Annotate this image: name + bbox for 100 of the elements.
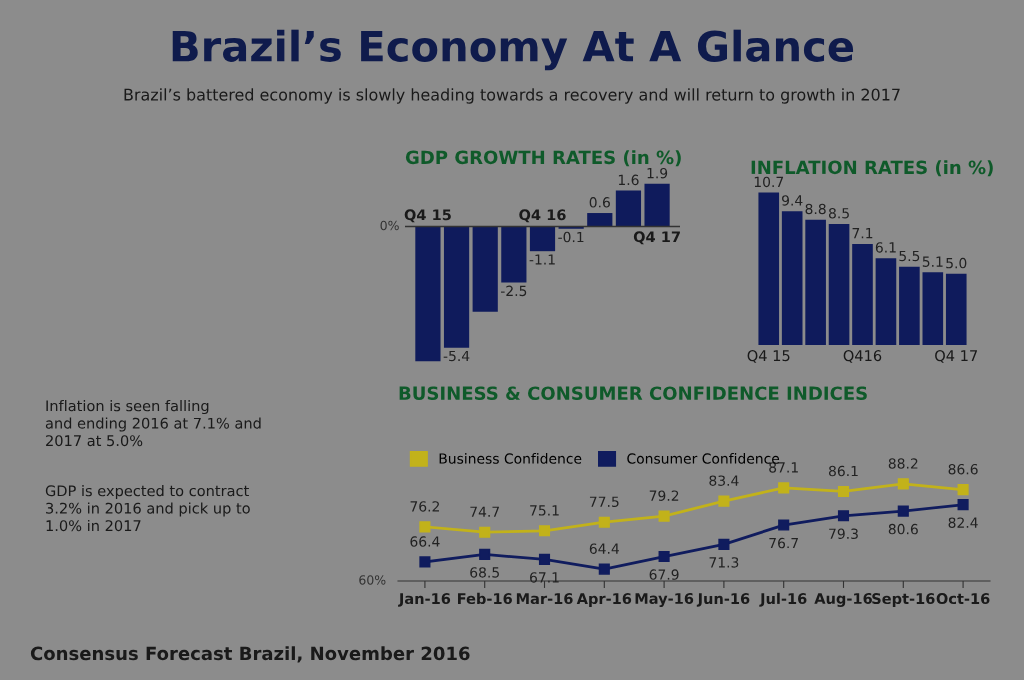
point: [538, 553, 551, 565]
data-label: 1.9: [647, 167, 668, 179]
data-label: 66.4: [410, 536, 440, 547]
x-tick-label: Q4 17: [935, 350, 977, 363]
data-label: 79.2: [649, 490, 679, 501]
x-tick-label: Sept-16: [872, 593, 935, 607]
data-label: 5.5: [899, 250, 920, 262]
data-label: 87.1: [769, 462, 798, 473]
data-label: 88.2: [888, 458, 918, 469]
bar: [852, 243, 873, 345]
legend-label: Business Confidence: [439, 453, 582, 464]
text: Brazil’s Economy At A Glance: [172, 29, 854, 71]
data-label: 68.5: [470, 567, 499, 578]
point: [718, 538, 730, 550]
data-label: 75.1: [530, 505, 559, 516]
data-label: 77.5: [589, 496, 619, 508]
x-tick-label: Jun-16: [696, 593, 750, 607]
bar: [415, 226, 441, 362]
point: [598, 563, 610, 575]
point: [837, 485, 850, 497]
x-tick-label: Q4 16: [519, 209, 566, 223]
bar: [899, 266, 920, 345]
bar: [443, 226, 470, 348]
bar: [644, 183, 670, 227]
data-label: 6.1: [875, 242, 896, 253]
text: GDP is expected to contract 3.2% in 2016 and pick up to 1.0% in 2017: [45, 485, 250, 532]
data-label: 80.6: [888, 523, 918, 535]
data-label: 83.4: [709, 475, 739, 486]
chart-title: BUSINESS & CONSUMER CONFIDENCE INDICES: [399, 386, 867, 401]
point: [957, 499, 969, 511]
x-tick-label: Feb-16: [458, 592, 512, 605]
point: [658, 510, 670, 522]
data-label: 71.3: [709, 557, 739, 568]
x-tick-label: Mar-16: [516, 593, 573, 605]
data-label: 9.4: [782, 195, 803, 206]
data-label: 67.9: [649, 569, 679, 580]
point: [837, 510, 850, 522]
text: Inflation is seen falling and ending 2016 at 7.1% and 2017 at 5.0%: [45, 400, 261, 447]
x-tick-label: Jul-16: [759, 592, 807, 607]
data-label: 10.7: [754, 176, 784, 188]
x-tick-label: Q4 15: [747, 350, 790, 363]
bar: [875, 258, 897, 345]
data-label: 5.1: [922, 256, 943, 267]
data-label: 86.1: [828, 465, 858, 477]
bar: [922, 272, 944, 345]
legend-label: Consumer Confidence: [627, 453, 780, 464]
point: [718, 495, 730, 507]
data-label: 0.6: [589, 197, 610, 208]
point: [957, 484, 969, 496]
data-label: 67.1: [530, 572, 559, 583]
bar: [501, 226, 527, 283]
bar: [472, 226, 498, 312]
data-label: 76.2: [410, 501, 439, 512]
x-tick-label: Aug-16: [814, 592, 872, 607]
data-label: -0.1: [558, 231, 584, 243]
x-tick-label: May-16: [635, 592, 694, 607]
bar: [615, 190, 642, 227]
data-label: 7.1: [852, 228, 873, 239]
data-label: -1.1: [529, 254, 555, 265]
text: Consensus Forecast Brazil, November 2016: [30, 646, 470, 663]
x-tick-label: Apr-16: [576, 593, 632, 607]
point: [538, 525, 551, 537]
data-label: 8.5: [828, 207, 849, 219]
chart-title: INFLATION RATES (in %): [751, 160, 993, 177]
x-tick-label: Jan-16: [398, 593, 451, 607]
x-tick-label: Oct-16: [936, 593, 990, 605]
point: [897, 478, 909, 490]
point: [598, 516, 610, 528]
x-tick-label: Q4 17: [633, 231, 680, 245]
bar: [781, 211, 803, 345]
bar: [529, 226, 556, 252]
text: Brazil’s battered economy is slowly heading towards a recovery and will return to growth in 2017: [124, 88, 900, 104]
point: [658, 550, 670, 563]
x-tick-label: Q416: [843, 350, 882, 363]
bar: [587, 213, 613, 227]
bar: [945, 273, 967, 345]
point: [897, 505, 909, 517]
point: [479, 548, 491, 560]
data-label: 5.0: [946, 257, 967, 269]
bar: [828, 223, 850, 345]
point: [778, 519, 790, 531]
chart-title: GDP GROWTH RATES (in %): [405, 150, 681, 167]
bar: [805, 219, 826, 345]
point: [479, 526, 491, 538]
point: [778, 482, 790, 494]
data-label: 8.8: [805, 203, 826, 215]
data-label: -2.5: [500, 285, 527, 297]
bar: [758, 192, 780, 345]
data-label: -5.4: [443, 350, 470, 362]
text: 0%: [380, 220, 399, 231]
point: [419, 556, 431, 568]
text: 60%: [359, 575, 386, 585]
data-label: 64.4: [589, 543, 619, 554]
data-label: 86.6: [948, 463, 978, 475]
data-label: 79.3: [829, 528, 858, 540]
point: [419, 521, 431, 533]
data-label: 1.6: [618, 174, 639, 186]
data-label: 82.4: [948, 517, 978, 528]
data-label: 76.7: [769, 537, 798, 549]
data-label: 74.7: [470, 506, 499, 517]
